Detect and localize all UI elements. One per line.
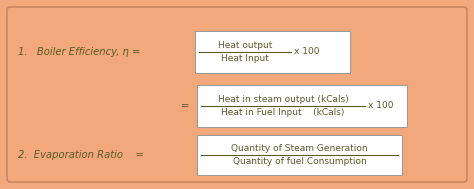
Text: Heat in steam output (kCals): Heat in steam output (kCals) bbox=[218, 95, 348, 104]
FancyBboxPatch shape bbox=[197, 85, 407, 127]
Text: x 100: x 100 bbox=[368, 101, 393, 111]
Text: 1.   Boiler Efficiency, η =: 1. Boiler Efficiency, η = bbox=[18, 47, 140, 57]
Text: Heat in Fuel Input    (kCals): Heat in Fuel Input (kCals) bbox=[221, 108, 345, 117]
Text: 2.  Evaporation Ratio    =: 2. Evaporation Ratio = bbox=[18, 150, 144, 160]
Text: =: = bbox=[181, 101, 189, 111]
Text: Heat Input: Heat Input bbox=[221, 54, 269, 63]
FancyBboxPatch shape bbox=[195, 31, 350, 73]
FancyBboxPatch shape bbox=[197, 135, 402, 175]
Text: x 100: x 100 bbox=[294, 47, 319, 57]
FancyBboxPatch shape bbox=[7, 7, 467, 182]
Text: Quantity of fuel Consumption: Quantity of fuel Consumption bbox=[233, 157, 366, 166]
Text: Heat output: Heat output bbox=[218, 41, 272, 50]
Text: Quantity of Steam Generation: Quantity of Steam Generation bbox=[231, 144, 368, 153]
